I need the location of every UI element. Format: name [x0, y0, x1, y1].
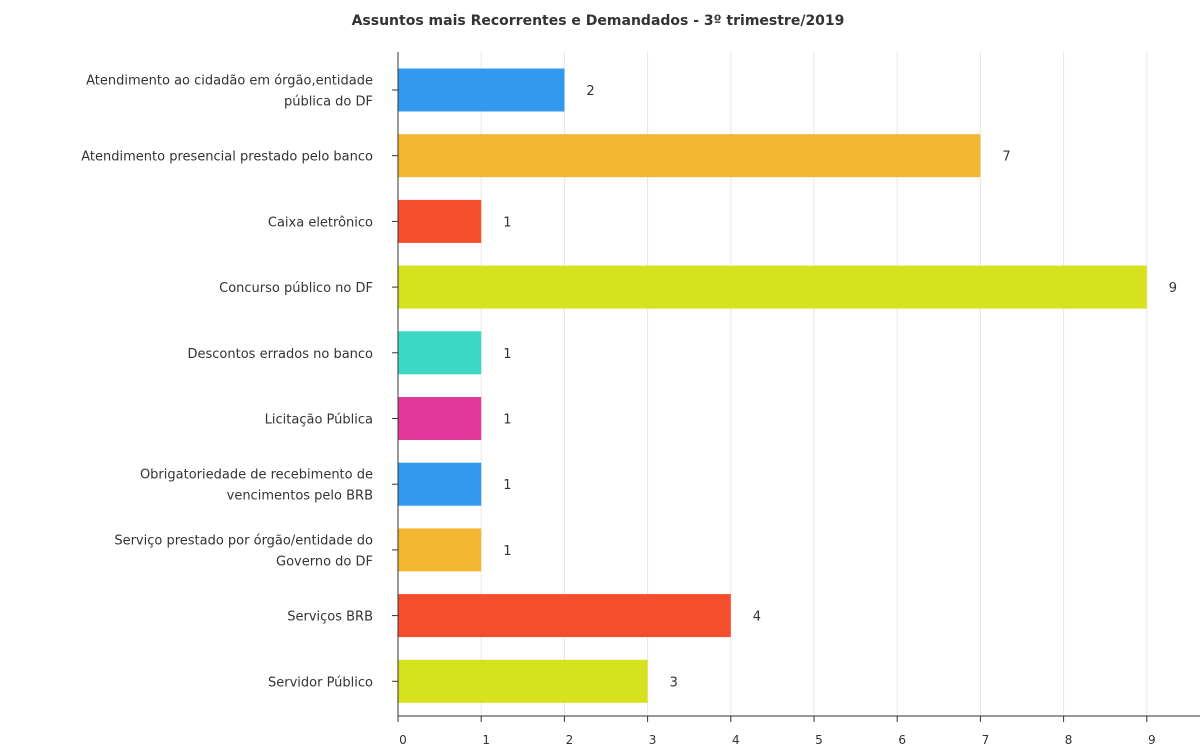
bars-group: 2 7 1 9 1 1 1 1 4 3: [398, 68, 1177, 703]
value-label: 1: [503, 478, 511, 493]
category-label: Serviços BRB: [287, 610, 373, 625]
bar: [398, 659, 648, 703]
x-tick-label: 7: [982, 733, 990, 746]
category-label: Concurso público no DF: [219, 281, 373, 296]
x-tick-label: 9: [1148, 733, 1156, 746]
bar: [398, 68, 565, 112]
x-tick-label: 2: [566, 733, 574, 746]
value-label: 1: [503, 413, 511, 428]
bar: [398, 397, 482, 440]
value-label: 1: [503, 544, 511, 559]
category-label: Governo do DF: [276, 554, 373, 569]
bar: [398, 331, 482, 375]
value-label: 3: [670, 675, 678, 690]
bar: [398, 462, 482, 506]
x-tick-label: 5: [815, 733, 823, 746]
value-label: 4: [753, 610, 761, 625]
category-label: Caixa eletrônico: [268, 215, 373, 230]
category-label: Atendimento presencial prestado pelo ban…: [81, 150, 373, 165]
category-label: Servidor Público: [268, 675, 373, 690]
x-tick-label: 0: [399, 733, 407, 746]
category-label: vencimentos pelo BRB: [227, 489, 373, 504]
category-label: Atendimento ao cidadão em órgão,entidade: [86, 74, 373, 89]
axes-group: Atendimento ao cidadão em órgão,entidade…: [81, 52, 1200, 746]
bar: [398, 594, 731, 638]
value-label: 1: [503, 347, 511, 362]
category-label: Licitação Pública: [265, 413, 373, 428]
x-tick-label: 6: [898, 733, 906, 746]
bar: [398, 134, 981, 178]
value-label: 7: [1002, 150, 1010, 165]
chart-title: Assuntos mais Recorrentes e Demandados -…: [352, 13, 845, 29]
x-tick-label: 3: [649, 733, 657, 746]
category-label: Descontos errados no banco: [188, 347, 374, 362]
category-label: Obrigatoriedade de recebimento de: [140, 468, 373, 483]
x-tick-label: 4: [732, 733, 740, 746]
category-label: Serviço prestado por órgão/entidade do: [114, 533, 373, 548]
bar: [398, 199, 482, 243]
value-label: 2: [586, 84, 594, 99]
x-tick-label: 1: [482, 733, 490, 746]
bar: [398, 528, 482, 572]
category-label: pública do DF: [284, 95, 373, 110]
bar: [398, 265, 1147, 309]
value-label: 1: [503, 215, 511, 230]
value-label: 9: [1169, 281, 1177, 296]
x-tick-label: 8: [1065, 733, 1073, 746]
